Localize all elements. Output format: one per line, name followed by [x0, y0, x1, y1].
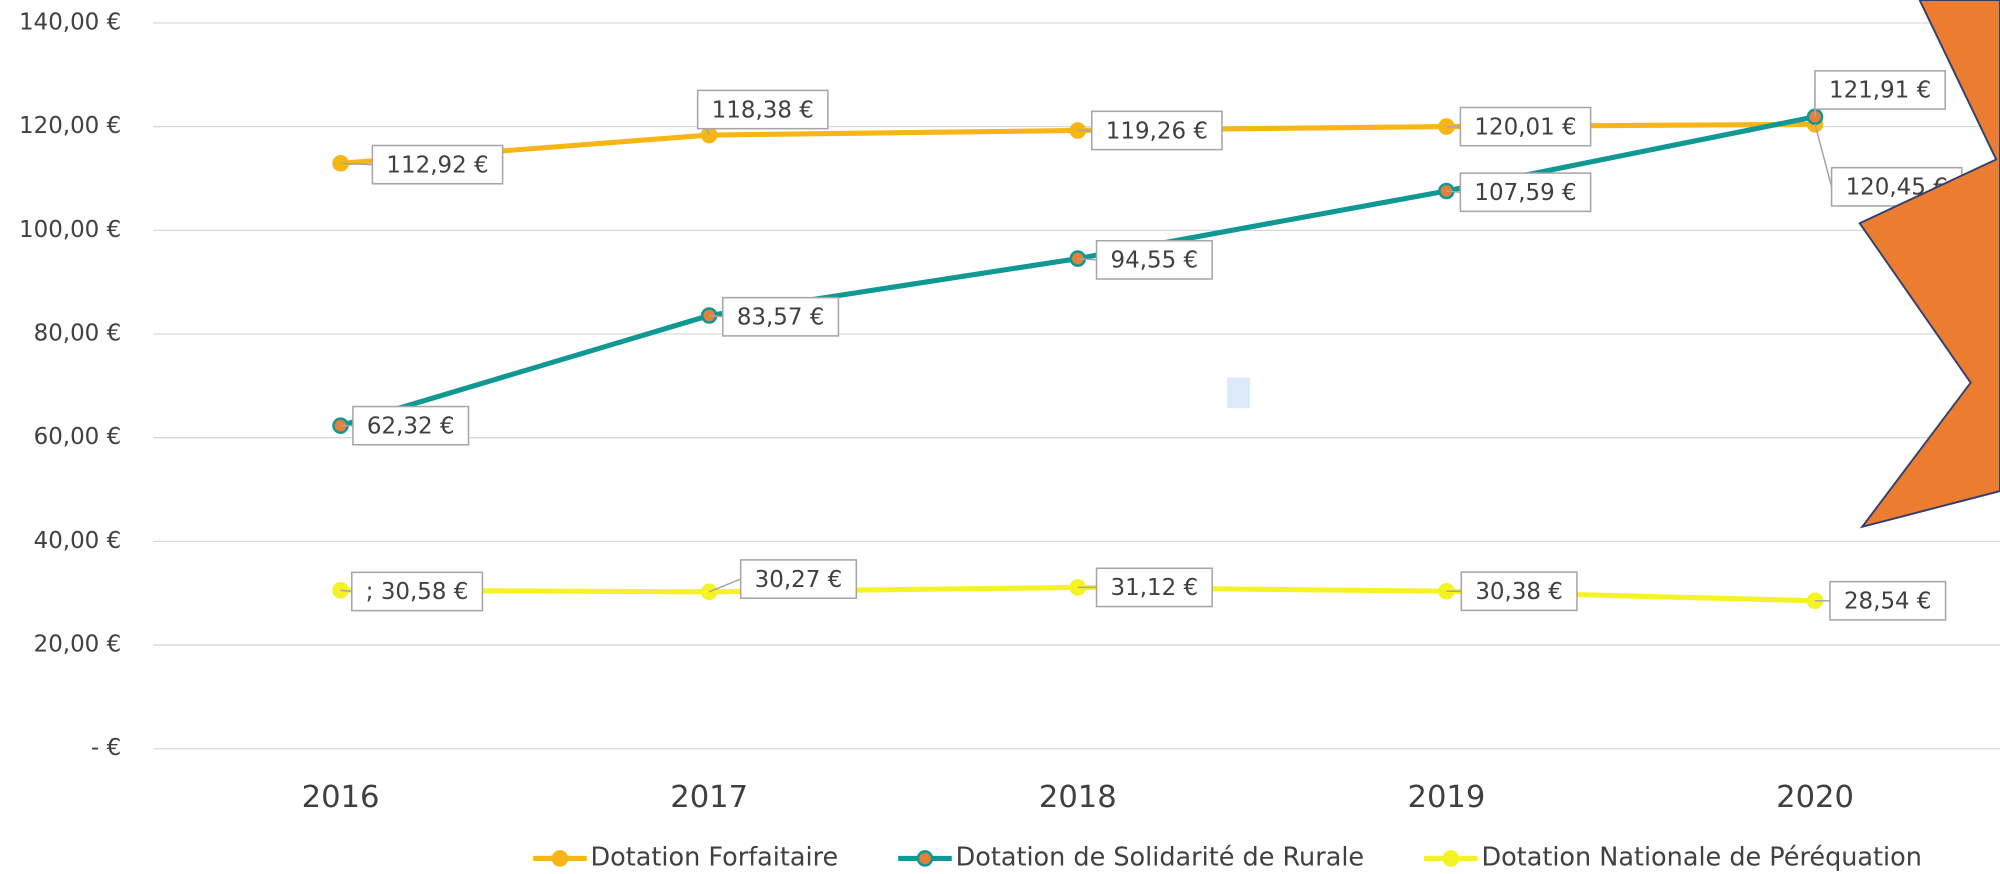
data-label-box: [1091, 110, 1223, 151]
data-label: ; 30,58 €: [366, 579, 469, 605]
y-tick-label: 20,00 €: [34, 632, 122, 658]
x-tick-label: 2016: [302, 780, 380, 815]
series-line: [339, 114, 1816, 429]
leader-line: [340, 589, 352, 593]
data-label-box: [1814, 70, 1946, 110]
data-label-box: [696, 89, 829, 130]
data-label: 30,27 €: [755, 567, 843, 593]
leader-line: [709, 314, 723, 318]
y-tick-label: 60,00 €: [34, 424, 122, 450]
data-label: 62,32 €: [367, 413, 455, 439]
leader-line: [1077, 257, 1097, 261]
data-label-box: [352, 405, 470, 446]
y-tick-label: 140,00 €: [19, 9, 121, 35]
y-tick-label: 40,00 €: [34, 528, 122, 554]
leader-line: [708, 578, 741, 593]
data-label-box: [1829, 580, 1947, 621]
leader-line: [1814, 124, 1833, 188]
y-tick-label: 100,00 €: [19, 217, 121, 243]
data-label: 28,54 €: [1844, 589, 1932, 615]
data-label-box: [1459, 106, 1592, 147]
legend-label: Dotation Nationale de Péréquation: [1481, 842, 1921, 872]
star-shape: [1858, 0, 2000, 529]
data-label-box: [1095, 567, 1213, 608]
data-label: 94,55 €: [1111, 248, 1199, 274]
data-label: 120,01 €: [1474, 114, 1576, 140]
data-label: 83,57 €: [737, 305, 825, 331]
x-tick-label: 2019: [1407, 780, 1485, 815]
data-label-box: [1459, 172, 1592, 213]
data-label-box: [1460, 571, 1578, 612]
leader-line: [340, 162, 373, 166]
y-tick-label: 120,00 €: [19, 113, 121, 139]
data-label: 118,38 €: [712, 97, 814, 123]
data-label: 121,91 €: [1829, 78, 1931, 104]
y-tick-label: 80,00 €: [34, 321, 122, 347]
data-label: 119,26 €: [1106, 118, 1208, 144]
x-tick-label: 2018: [1039, 780, 1117, 815]
legend-marker: [551, 850, 569, 867]
legend-label: Dotation Forfaitaire: [591, 842, 839, 872]
legend-marker: [1442, 850, 1460, 867]
legend-marker: [916, 850, 934, 867]
data-label-box: [351, 571, 484, 612]
data-label-box: [1095, 239, 1213, 280]
data-point: [700, 126, 718, 144]
data-label: 30,38 €: [1475, 579, 1563, 605]
leader-line: [1446, 190, 1461, 194]
data-label-box: [722, 296, 840, 337]
data-label: 112,92 €: [386, 152, 488, 178]
x-tick-label: 2017: [670, 780, 748, 815]
data-label-box: [371, 144, 504, 185]
y-tick-label: - €: [91, 735, 121, 761]
x-tick-label: 2020: [1776, 780, 1854, 815]
data-label: 31,12 €: [1111, 575, 1199, 601]
data-label: 107,59 €: [1474, 180, 1576, 206]
selection-handle: [1227, 377, 1250, 409]
legend-label: Dotation de Solidarité de Rurale: [956, 842, 1365, 872]
data-label-box: [739, 559, 858, 599]
